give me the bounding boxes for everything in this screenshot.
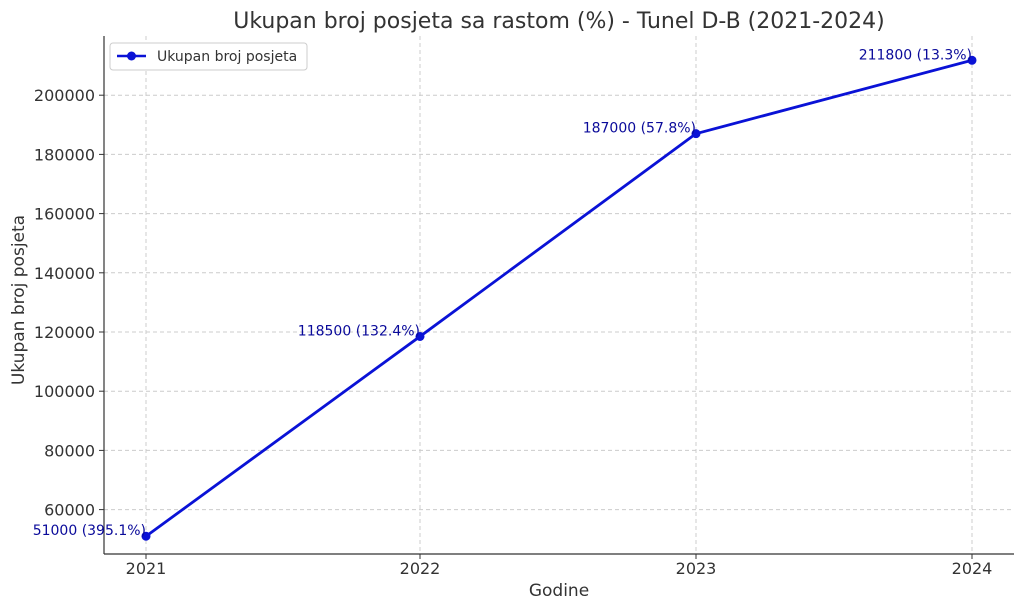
legend-entry: Ukupan broj posjeta xyxy=(157,49,297,65)
y-tick-label: 200000 xyxy=(34,86,95,105)
data-label: 187000 (57.8%) xyxy=(583,121,696,137)
series-line xyxy=(145,58,973,538)
data-label: 51000 (395.1%) xyxy=(33,523,146,539)
axes xyxy=(99,36,1014,559)
data-point xyxy=(967,55,977,65)
legend-box xyxy=(109,42,308,71)
y-tick-label: 60000 xyxy=(44,501,95,520)
data-point xyxy=(141,531,151,541)
data-label: 118500 (132.4%) xyxy=(298,323,420,339)
y-tick-label: 80000 xyxy=(44,441,95,460)
data-point xyxy=(415,331,425,341)
y-axis-label: Ukupan broj posjeta xyxy=(9,215,29,385)
y-tick-label: 160000 xyxy=(34,205,95,224)
data-labels: 51000 (395.1%) 118500 (132.4%) 187000 (57.… xyxy=(33,47,972,539)
legend-point-marker xyxy=(127,51,136,61)
grid xyxy=(104,36,1014,554)
x-tick-label: 2024 xyxy=(952,559,993,578)
y-tick-label: 100000 xyxy=(34,382,95,401)
y-tick-label: 180000 xyxy=(34,145,95,164)
y-tick-label: 140000 xyxy=(34,264,95,283)
x-tick-label: 2022 xyxy=(400,559,441,578)
data-label: 211800 (13.3%) xyxy=(859,47,972,63)
legend: Ukupan broj posjeta xyxy=(109,42,308,71)
x-tick-label: 2023 xyxy=(676,559,717,578)
tick-labels: 60000 80000 100000 120000 140000 160000 180000… xyxy=(34,86,992,578)
y-tick-label: 120000 xyxy=(34,323,95,342)
data-point xyxy=(691,129,701,139)
x-tick-label: 2021 xyxy=(126,559,167,578)
chart-title: Ukupan broj posjeta sa rastom (%) - Tune… xyxy=(233,9,885,34)
series-layer xyxy=(141,55,977,541)
x-axis-label: Godine xyxy=(529,581,589,601)
